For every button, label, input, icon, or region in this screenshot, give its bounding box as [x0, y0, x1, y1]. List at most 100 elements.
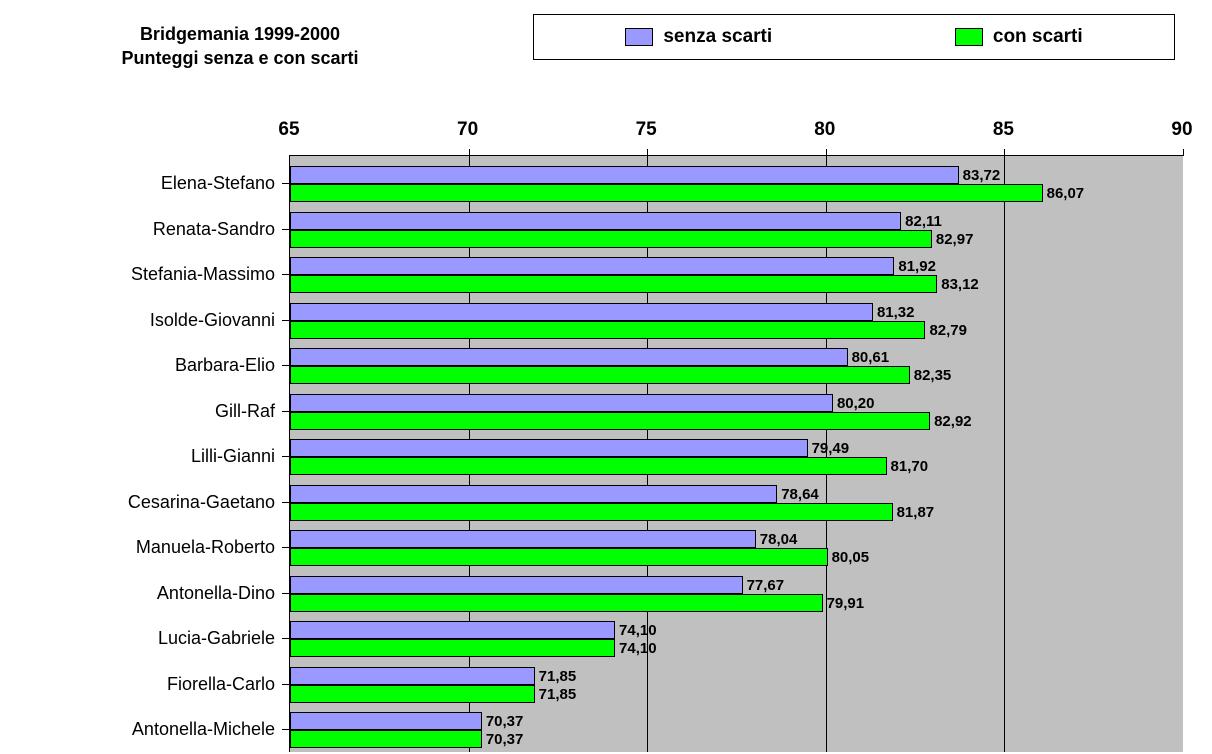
value-label: 79,49	[812, 440, 850, 457]
bar-con	[290, 412, 930, 430]
bar-senza	[290, 166, 959, 184]
category-label: Lucia-Gabriele	[0, 628, 275, 649]
value-label: 78,64	[781, 486, 819, 503]
bar-senza	[290, 712, 482, 730]
x-tick-label: 80	[795, 119, 855, 141]
legend-label: senza scarti	[663, 26, 772, 48]
value-label: 81,70	[891, 458, 929, 475]
value-label: 82,35	[914, 367, 952, 384]
value-label: 80,20	[837, 395, 875, 412]
bar-senza	[290, 303, 873, 321]
value-label: 74,10	[619, 640, 657, 657]
category-label: Gill-Raf	[0, 401, 275, 422]
bar-senza	[290, 212, 901, 230]
y-tick-mark	[282, 274, 289, 275]
value-label: 70,37	[486, 731, 524, 748]
x-tick-label: 75	[616, 119, 676, 141]
legend: senza scarti con scarti	[533, 14, 1175, 60]
x-tick-label: 65	[259, 119, 319, 141]
value-label: 82,79	[929, 322, 967, 339]
x-tick-label: 90	[1152, 119, 1212, 141]
chart-title-line1: Bridgemania 1999-2000	[60, 24, 420, 45]
legend-swatch	[625, 28, 653, 46]
x-tick-mark	[647, 149, 648, 156]
value-label: 79,91	[827, 595, 865, 612]
category-label: Stefania-Massimo	[0, 264, 275, 285]
bar-con	[290, 184, 1043, 202]
value-label: 83,12	[941, 276, 979, 293]
bar-con	[290, 321, 925, 339]
value-label: 81,32	[877, 304, 915, 321]
value-label: 77,67	[747, 577, 785, 594]
y-tick-mark	[282, 502, 289, 503]
category-label: Lilli-Gianni	[0, 446, 275, 467]
bar-con	[290, 457, 887, 475]
bar-con	[290, 366, 910, 384]
y-tick-mark	[282, 183, 289, 184]
legend-item: senza scarti	[625, 26, 772, 48]
gridline	[1004, 156, 1005, 752]
bar-senza	[290, 530, 756, 548]
bar-senza	[290, 621, 615, 639]
bar-con	[290, 548, 828, 566]
category-label: Elena-Stefano	[0, 173, 275, 194]
bar-senza	[290, 394, 833, 412]
value-label: 71,85	[539, 668, 577, 685]
category-label: Manuela-Roberto	[0, 537, 275, 558]
legend-item: con scarti	[955, 26, 1083, 48]
bar-con	[290, 230, 932, 248]
y-tick-mark	[282, 320, 289, 321]
x-tick-mark	[826, 149, 827, 156]
bar-con	[290, 594, 823, 612]
value-label: 81,87	[897, 504, 935, 521]
bar-senza	[290, 257, 894, 275]
legend-label: con scarti	[993, 26, 1083, 48]
plot-area: 83,72 86,07 82,1182,9781,92 83,12 81,32 82,79…	[289, 155, 1183, 752]
value-label: 82,97	[936, 231, 974, 248]
bar-con	[290, 730, 482, 748]
y-tick-mark	[282, 547, 289, 548]
x-tick-mark	[1183, 149, 1184, 156]
category-label: Renata-Sandro	[0, 219, 275, 240]
legend-swatch	[955, 28, 983, 46]
y-tick-mark	[282, 456, 289, 457]
bar-con	[290, 639, 615, 657]
category-label: Cesarina-Gaetano	[0, 492, 275, 513]
category-label: Antonella-Dino	[0, 583, 275, 604]
bar-senza	[290, 485, 777, 503]
category-label: Isolde-Giovanni	[0, 310, 275, 331]
value-label: 70,37	[486, 713, 524, 730]
bar-con	[290, 503, 893, 521]
y-tick-mark	[282, 729, 289, 730]
y-tick-mark	[282, 365, 289, 366]
value-label: 80,05	[832, 549, 870, 566]
value-label: 83,72	[963, 167, 1001, 184]
value-label: 82,11	[905, 213, 942, 230]
value-label: 78,04	[760, 531, 798, 548]
category-label: Barbara-Elio	[0, 355, 275, 376]
y-tick-mark	[282, 684, 289, 685]
x-tick-mark	[469, 149, 470, 156]
y-tick-mark	[282, 411, 289, 412]
y-tick-mark	[282, 593, 289, 594]
value-label: 81,92	[898, 258, 936, 275]
category-label: Antonella-Michele	[0, 719, 275, 740]
bar-senza	[290, 348, 848, 366]
x-tick-label: 85	[973, 119, 1033, 141]
category-label: Fiorella-Carlo	[0, 674, 275, 695]
bar-senza	[290, 667, 535, 685]
x-tick-label: 70	[438, 119, 498, 141]
bar-senza	[290, 576, 743, 594]
bar-senza	[290, 439, 808, 457]
x-tick-mark	[1004, 149, 1005, 156]
value-label: 82,92	[934, 413, 972, 430]
bar-con	[290, 685, 535, 703]
bar-con	[290, 275, 937, 293]
value-label: 74,10	[619, 622, 657, 639]
value-label: 80,61	[852, 349, 890, 366]
y-tick-mark	[282, 638, 289, 639]
value-label: 86,07	[1047, 185, 1085, 202]
value-label: 71,85	[539, 686, 577, 703]
y-tick-mark	[282, 229, 289, 230]
chart-title-line2: Punteggi senza e con scarti	[60, 48, 420, 69]
